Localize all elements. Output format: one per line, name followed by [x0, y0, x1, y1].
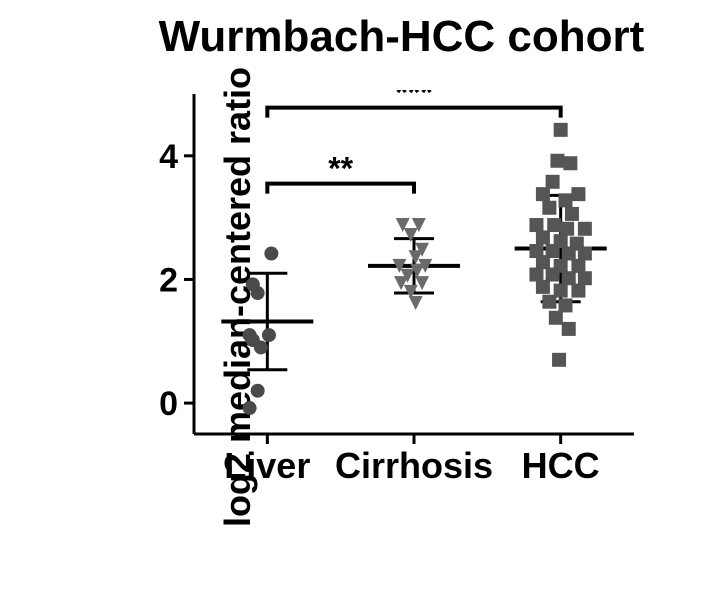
- data-point: [571, 187, 585, 201]
- data-point: [578, 271, 592, 285]
- data-point: [529, 218, 543, 232]
- data-point: [536, 280, 550, 294]
- y-tick-label: 0: [159, 385, 178, 423]
- data-point: [559, 298, 573, 312]
- x-tick-label: Liver: [224, 445, 310, 486]
- data-point: [562, 322, 576, 336]
- x-tick-label: HCC: [522, 445, 600, 486]
- data-point: [552, 353, 566, 367]
- data-point: [542, 201, 556, 215]
- data-point: [262, 328, 276, 342]
- significance-label: ***: [395, 90, 433, 111]
- data-point: [546, 175, 560, 189]
- plot-area: 024LiverCirrhosisHCC*****: [140, 90, 650, 490]
- data-point: [571, 259, 585, 273]
- data-point: [536, 187, 550, 201]
- data-point: [563, 156, 577, 170]
- x-tick-label: Cirrhosis: [335, 445, 493, 486]
- significance-label: **: [328, 151, 353, 187]
- data-point: [546, 268, 560, 282]
- data-point: [562, 271, 576, 285]
- data-point: [542, 295, 556, 309]
- data-point: [409, 296, 423, 310]
- data-point: [571, 284, 585, 298]
- data-point: [549, 311, 563, 325]
- data-point: [529, 268, 543, 282]
- data-point: [578, 222, 592, 236]
- data-point: [536, 255, 550, 269]
- data-point: [550, 154, 564, 168]
- y-tick-label: 2: [159, 261, 178, 299]
- data-point: [243, 401, 257, 415]
- chart-title: Wurmbach-HCC cohort: [130, 12, 673, 62]
- data-point: [578, 246, 592, 260]
- data-point: [559, 193, 573, 207]
- data-point: [554, 123, 568, 137]
- data-point: [565, 207, 579, 221]
- data-point: [251, 384, 265, 398]
- data-point: [536, 230, 550, 244]
- chart-container: Wurmbach-HCC cohort log2 median-centered…: [0, 0, 703, 593]
- data-point: [562, 246, 576, 260]
- data-point: [547, 218, 561, 232]
- data-point: [254, 340, 268, 354]
- data-point: [560, 222, 574, 236]
- data-point: [251, 286, 265, 300]
- data-point: [264, 246, 278, 260]
- data-point: [415, 276, 429, 290]
- y-tick-label: 4: [159, 138, 178, 176]
